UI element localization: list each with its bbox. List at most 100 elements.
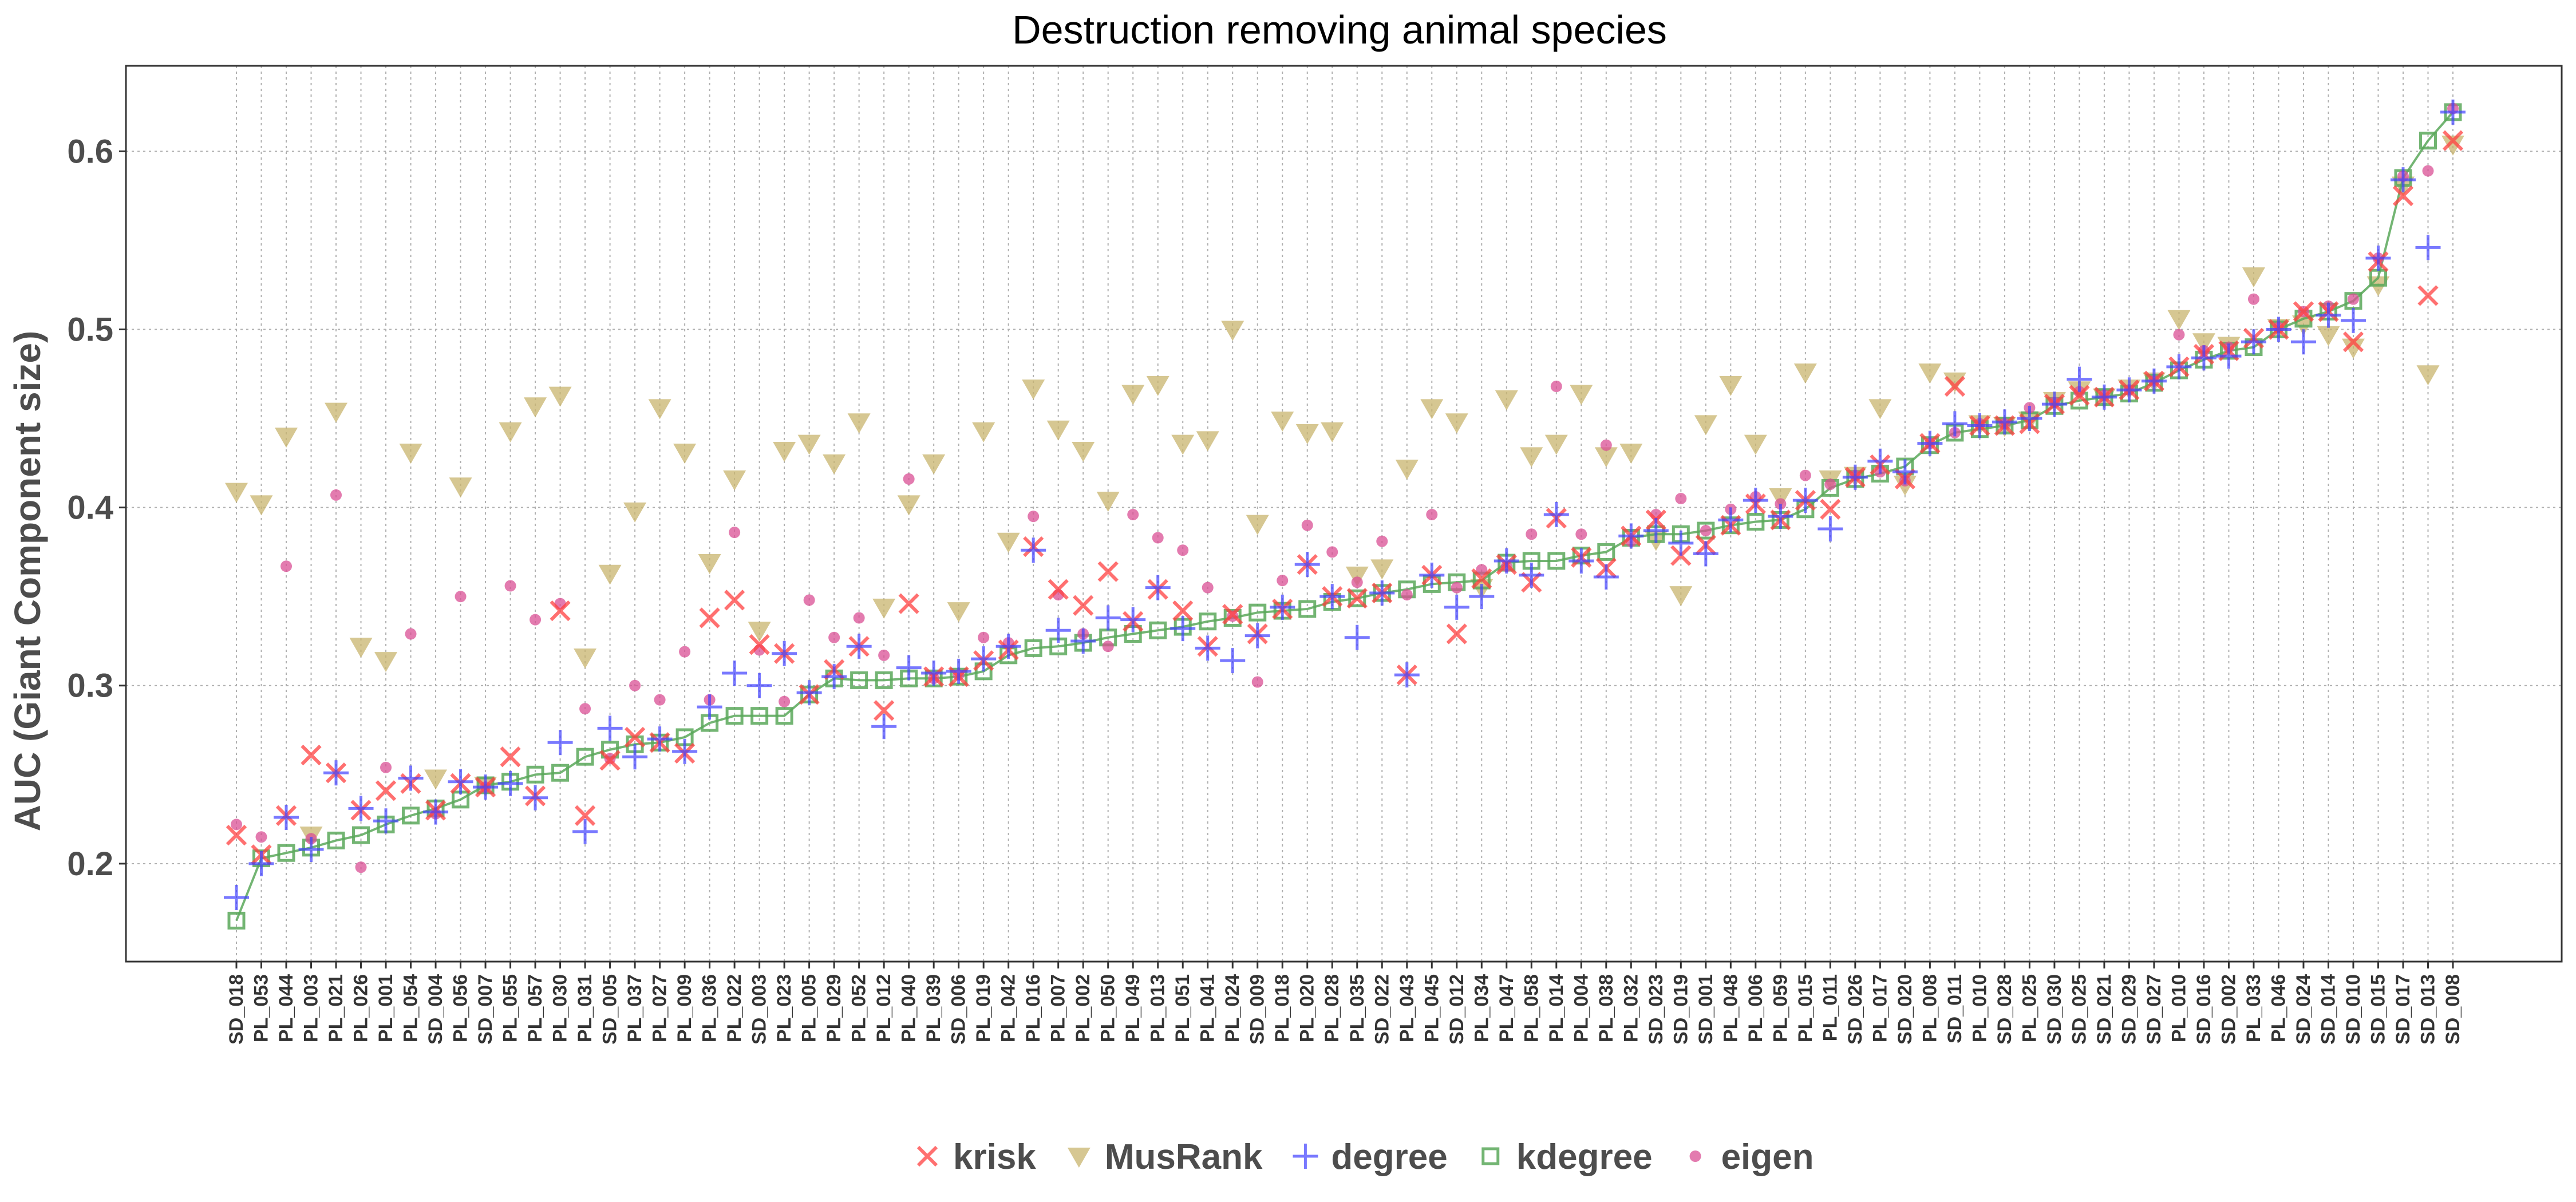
- degree-point: [523, 785, 548, 810]
- eigen-point: [1177, 544, 1189, 556]
- x-tick-label: PL_032: [1620, 974, 1642, 1042]
- degree-point: [1220, 648, 1246, 674]
- degree-point: [2241, 329, 2266, 355]
- x-tick-label: SD_015: [2367, 974, 2389, 1045]
- degree-point: [1494, 548, 1519, 574]
- MusRank-point: [1520, 447, 1543, 468]
- kdegree-point: [1249, 603, 1267, 622]
- x-tick-label: SD_007: [475, 974, 496, 1045]
- degree-point: [348, 796, 374, 821]
- x-tick-label: PL_041: [1197, 974, 1219, 1042]
- MusRank-point: [250, 495, 273, 516]
- degree-point: [697, 694, 722, 720]
- x-tick-label: PL_001: [375, 974, 397, 1042]
- kdegree-point: [227, 911, 246, 930]
- degree-point: [2017, 406, 2042, 432]
- eigen-point: [1376, 535, 1388, 547]
- MusRank-point: [2192, 333, 2215, 354]
- eigen-point: [1301, 519, 1313, 531]
- MusRank-point: [1918, 363, 1942, 384]
- x-tick-label: PL_018: [1271, 974, 1293, 1042]
- eigen-point: [629, 679, 641, 691]
- x-tick-label: PL_020: [1297, 974, 1318, 1042]
- x-tick-label: PL_057: [524, 974, 546, 1042]
- x-tick-label: SD_030: [2044, 974, 2065, 1045]
- eigen-point: [1799, 469, 1811, 481]
- eigen-point: [1401, 589, 1413, 601]
- grid: [126, 66, 2562, 962]
- eigen-point: [504, 580, 516, 592]
- eigen-point: [579, 703, 591, 715]
- degree-point: [1693, 541, 1718, 567]
- MusRank-point: [1121, 385, 1145, 405]
- krisk-point: [1073, 595, 1094, 616]
- eigen-point: [2422, 165, 2434, 177]
- x-tick-label: PL_049: [1122, 974, 1144, 1042]
- MusRank-point: [349, 638, 373, 658]
- MusRank-point: [872, 598, 896, 619]
- x-tick-label: SD_023: [1645, 974, 1667, 1045]
- x-tick-label: SD_020: [1894, 974, 1916, 1045]
- MusRank-point: [499, 422, 522, 442]
- x-tick-label: SD_004: [425, 974, 447, 1045]
- eigen-point: [1127, 509, 1139, 521]
- MusRank-point: [1146, 375, 1170, 396]
- kdegree-point: [352, 826, 370, 844]
- degree-point: [2216, 343, 2242, 369]
- x-tick-label: SD_013: [2417, 974, 2439, 1045]
- degree-point: [1842, 464, 1868, 490]
- x-tick-label: PL_022: [724, 974, 745, 1042]
- eigen-point: [1675, 493, 1687, 505]
- degree-point: [772, 640, 797, 666]
- eigen-point: [1251, 676, 1263, 688]
- MusRank-point: [623, 502, 647, 523]
- degree-point: [572, 819, 598, 844]
- MusRank-point: [1544, 434, 1568, 455]
- x-tick-label: PL_053: [251, 974, 272, 1042]
- MusRank-point: [2441, 135, 2464, 156]
- kdegree-point: [1697, 521, 1715, 540]
- x-tick-label: PL_021: [325, 974, 347, 1042]
- eigen-point: [1476, 564, 1488, 576]
- krisk-point: [874, 700, 895, 721]
- krisk-point: [1097, 561, 1119, 582]
- x-tick-label: PL_033: [2243, 974, 2265, 1042]
- krisk-point: [1944, 375, 1966, 397]
- kdegree-point: [1597, 543, 1615, 561]
- krisk-point: [1471, 568, 1492, 590]
- degree-point: [672, 738, 698, 764]
- degree-point: [622, 744, 648, 770]
- series-krisk: [226, 130, 2464, 865]
- krisk-point: [724, 590, 745, 611]
- eigen-point: [1028, 511, 1040, 523]
- MusRank-point: [325, 402, 348, 423]
- degree-point: [224, 884, 249, 910]
- x-tick-label: PL_013: [1147, 974, 1169, 1042]
- degree-point: [1195, 635, 1220, 661]
- MusRank-point: [2167, 310, 2191, 330]
- eigen-point: [978, 631, 990, 643]
- degree-point: [2067, 366, 2092, 392]
- degree-point: [896, 655, 922, 681]
- x-tick-label: SD_017: [2392, 974, 2414, 1045]
- degree-point: [274, 804, 299, 830]
- legend-label-kdegree: kdegree: [1516, 1137, 1653, 1177]
- degree-point: [1967, 413, 1993, 438]
- legend-label-eigen: eigen: [1721, 1137, 1814, 1177]
- MusRank-point: [1694, 415, 1717, 436]
- x-tick-label: PL_026: [350, 974, 372, 1042]
- legend-marker-eigen: [1689, 1150, 1701, 1162]
- degree-point: [647, 726, 673, 752]
- x-tick-label: PL_056: [450, 974, 472, 1042]
- eigen-point: [1700, 525, 1712, 537]
- x-tick-label: SD_027: [2143, 974, 2165, 1045]
- MusRank-point: [598, 564, 622, 585]
- MusRank-point: [797, 434, 821, 455]
- x-tick-label: SD_011: [1944, 974, 1966, 1043]
- MusRank-point: [2242, 267, 2265, 288]
- degree-point: [1294, 552, 1320, 578]
- x-tick-label: PL_036: [699, 974, 721, 1042]
- krisk-point: [2442, 130, 2464, 151]
- MusRank-point: [1072, 442, 1095, 462]
- legend-item-eigen: eigen: [1689, 1137, 1814, 1177]
